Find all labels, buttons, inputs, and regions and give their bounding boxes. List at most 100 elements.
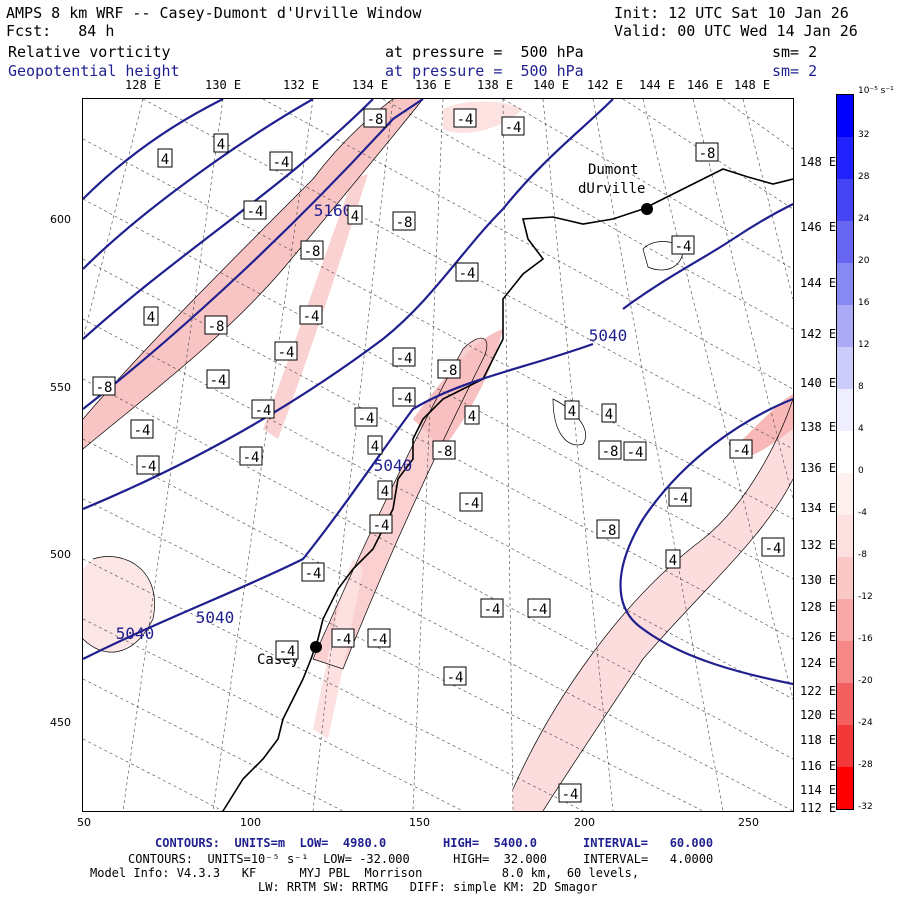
field1-name: Relative vorticity — [8, 43, 171, 61]
field1-level: at pressure = 500 hPa — [385, 43, 584, 61]
vorticity-label: -4 — [130, 419, 154, 439]
right-lon-label: 128 E — [800, 600, 837, 614]
vorticity-label: -4 — [136, 455, 160, 475]
map-title: AMPS 8 km WRF -- Casey-Dumont d'Urville … — [6, 4, 422, 22]
vorticity-label-text: -8 — [600, 523, 617, 539]
vorticity-label-box — [269, 151, 293, 171]
gridline — [83, 618, 464, 811]
vorticity-label-text: -4 — [463, 496, 480, 512]
vorticity-label: -8 — [596, 519, 620, 539]
vorticity-label-text: -8 — [208, 319, 225, 335]
colorbar-tick: 24 — [858, 214, 870, 224]
colorbar — [836, 94, 854, 810]
vorticity-label-box — [453, 108, 477, 128]
gridline — [83, 99, 144, 340]
right-lon-label: 144 E — [800, 276, 837, 290]
vorticity-label-box — [274, 341, 298, 361]
map-panel: Dumont dUrville Casey 5160 5040 5040 5040 50… — [82, 98, 794, 812]
vorticity-label-box — [695, 142, 719, 162]
vorticity-label: -4 — [443, 666, 467, 686]
footer-physics-info: LW: RRTM SW: RRTMG DIFF: simple KM: 2D S… — [258, 880, 598, 894]
vorticity-label-text: -4 — [396, 351, 413, 367]
vorticity-label-text: -8 — [602, 444, 619, 460]
vorticity-label: 4 — [157, 148, 173, 168]
right-lon-label: 142 E — [800, 327, 837, 341]
vorticity-label: 4 — [464, 405, 480, 425]
colorbar-swatch — [837, 515, 853, 557]
colorbar-tick: -16 — [858, 634, 873, 644]
gridline — [722, 99, 793, 150]
height-contour — [83, 99, 374, 340]
vorticity-label-box — [558, 783, 582, 803]
vorticity-label-text: -4 — [562, 787, 579, 803]
right-lon-label: 132 E — [800, 538, 837, 552]
vorticity-label-box — [331, 628, 355, 648]
vorticity-label-box — [437, 359, 461, 379]
height-contour-label-text: 5160 — [314, 201, 353, 220]
colorbar-swatch — [837, 221, 853, 263]
vorticity-label-box — [729, 439, 753, 459]
top-lon-label: 146 E — [687, 78, 724, 92]
height-contour-label-text: 5040 — [196, 608, 235, 627]
vorticity-label: -4 — [527, 598, 551, 618]
gridline — [622, 99, 793, 210]
height-contour-label: 5040 — [589, 326, 628, 345]
colorbar-tick: -20 — [858, 676, 873, 686]
vorticity-label-text: -4 — [447, 670, 464, 686]
vorticity-band — [513, 399, 793, 811]
top-lon-label: 144 E — [639, 78, 676, 92]
vorticity-label: -8 — [92, 376, 116, 396]
vorticity-label: 4 — [213, 133, 229, 153]
field2-smoothing: sm= 2 — [772, 62, 818, 80]
init-time: Init: 12 UTC Sat 10 Jan 26 — [614, 4, 849, 22]
vorticity-label: 4 — [347, 205, 363, 225]
vorticity-label: -4 — [251, 399, 275, 419]
vorticity-contour — [83, 556, 155, 653]
gridline — [83, 138, 793, 520]
vorticity-label: 4 — [143, 306, 159, 326]
vorticity-label-text: 4 — [568, 404, 576, 420]
vorticity-label: -4 — [369, 514, 393, 534]
vorticity-label-text: 4 — [351, 209, 359, 225]
vorticity-label: -8 — [598, 440, 622, 460]
right-lon-label: 112 E — [800, 801, 837, 815]
vorticity-label-box — [392, 347, 416, 367]
colorbar-swatch — [837, 347, 853, 389]
vorticity-label-box — [206, 369, 230, 389]
colorbar-swatch — [837, 95, 853, 137]
vorticity-label-box — [92, 376, 116, 396]
vorticity-label: 4 — [564, 400, 580, 420]
bottom-grid-label: 200 — [574, 816, 595, 829]
vorticity-band — [83, 99, 423, 449]
footer-height-interval: INTERVAL= 60.000 — [583, 836, 714, 850]
vorticity-label-box — [251, 399, 275, 419]
field2-level: at pressure = 500 hPa — [385, 62, 584, 80]
colorbar-tick: -32 — [858, 802, 873, 812]
top-lon-label: 128 E — [125, 78, 162, 92]
vorticity-label-text: -4 — [505, 120, 522, 136]
vorticity-label-box — [157, 148, 173, 168]
gridline — [692, 99, 793, 500]
vorticity-label-text: -4 — [303, 309, 320, 325]
top-lon-label: 132 E — [283, 78, 320, 92]
right-lon-label: 116 E — [800, 759, 837, 773]
colorbar-swatch — [837, 725, 853, 767]
vorticity-label-text: -4 — [672, 491, 689, 507]
vorticity-label-text: -8 — [699, 146, 716, 162]
height-contour-label: 5040 — [116, 624, 155, 643]
vorticity-label-text: -8 — [367, 112, 384, 128]
vorticity-label: -4 — [331, 628, 355, 648]
vorticity-label-text: -4 — [457, 112, 474, 128]
gridline — [502, 99, 514, 811]
vorticity-label-box — [243, 200, 267, 220]
left-grid-label: 500 — [50, 548, 71, 561]
right-lon-label: 146 E — [800, 220, 837, 234]
colorbar-tick: 20 — [858, 256, 870, 266]
vorticity-label-box — [459, 492, 483, 512]
vorticity-contour — [542, 478, 793, 811]
footer-height-low: CONTOURS: UNITS=m LOW= 4980.0 — [155, 836, 387, 850]
field2-name: Geopotential height — [8, 62, 180, 80]
vorticity-label-text: -4 — [279, 644, 296, 660]
vorticity-label-text: -4 — [305, 566, 322, 582]
vorticity-label-box — [301, 562, 325, 582]
